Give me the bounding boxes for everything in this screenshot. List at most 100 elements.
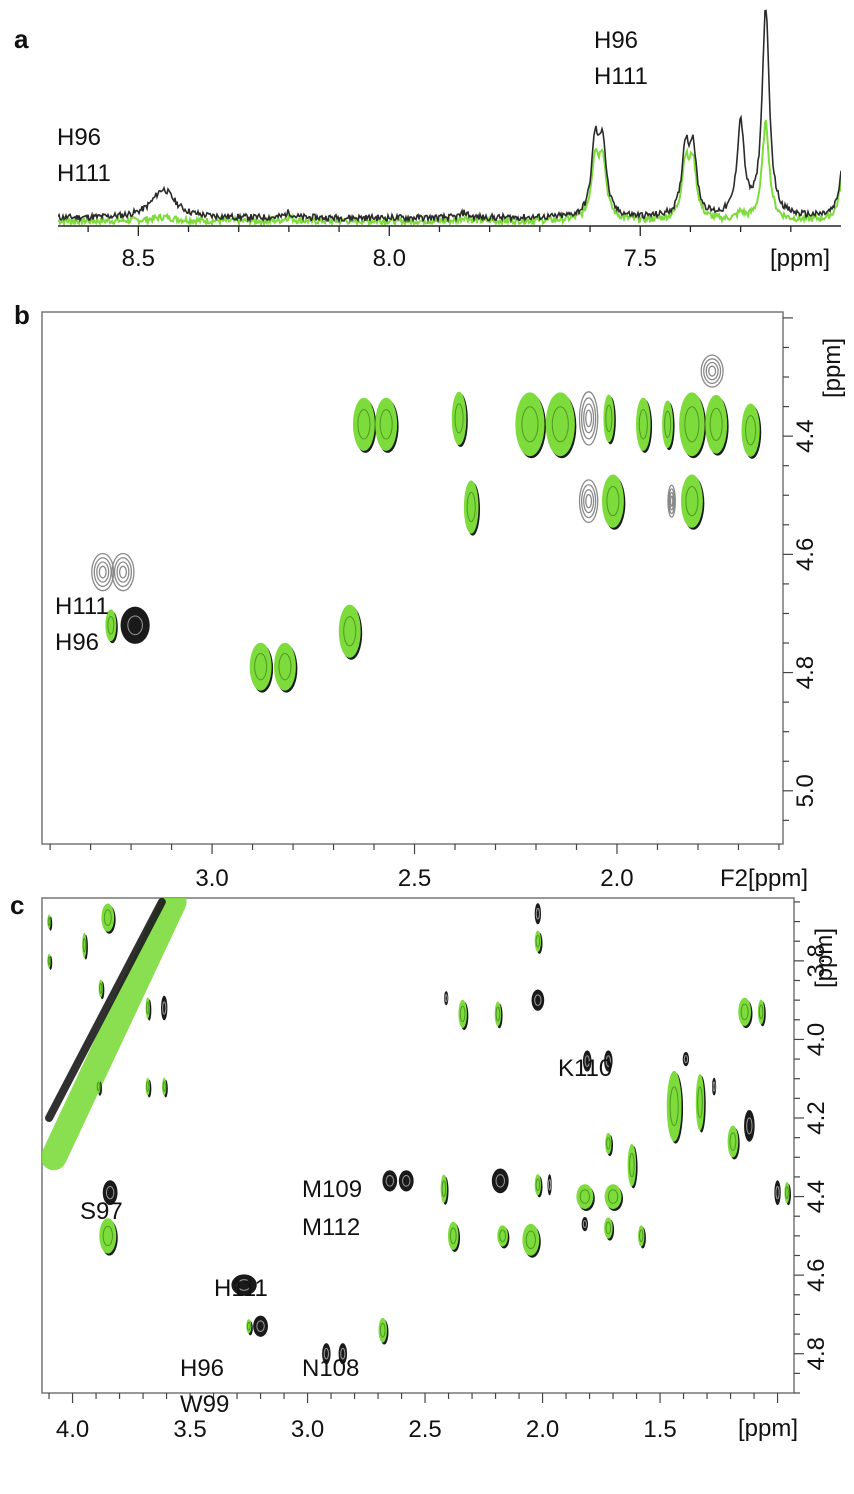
cross-peak-contour	[534, 994, 542, 1006]
x-tick-label: 7.5	[624, 245, 657, 272]
cross-peak	[578, 391, 599, 446]
cross-peak-contour	[684, 406, 700, 443]
diagonal-ridge	[45, 898, 166, 1122]
cross-peak-body	[604, 1217, 613, 1239]
cross-peak-contour	[582, 1220, 587, 1229]
cross-peak	[711, 1077, 717, 1096]
annotation-h111-left: H111	[57, 160, 111, 187]
cross-peak	[680, 474, 705, 530]
cross-peak	[352, 397, 377, 453]
cross-peak-contour	[357, 409, 371, 440]
cross-peak	[576, 1184, 595, 1211]
cross-peak-body	[458, 999, 467, 1029]
cross-peak-contour	[343, 616, 357, 647]
panel-c-x-ticks: 4.0 3.5 3.0 2.5 2.0 1.5	[48, 1393, 779, 1443]
cross-peak-body	[378, 1317, 387, 1343]
cross-peak-contour	[111, 552, 135, 592]
cross-peak-contour	[669, 1086, 679, 1127]
cross-peak-body	[757, 999, 765, 1025]
panel-b-x-axis-label: F2[ppm]	[720, 865, 808, 892]
cross-peak-contour	[639, 1229, 644, 1243]
cross-peak	[451, 391, 468, 447]
cross-peak	[666, 1070, 684, 1144]
cross-peak-body	[398, 1170, 414, 1192]
cross-peak-contour	[746, 1117, 753, 1135]
cross-peak	[682, 1052, 690, 1067]
cross-peak-contour	[583, 403, 595, 434]
x-tick-label: 8.0	[373, 245, 406, 272]
cross-peak	[246, 1319, 253, 1336]
cross-peak	[378, 1317, 389, 1345]
cross-peak	[458, 999, 469, 1031]
cross-peak-body	[531, 989, 545, 1011]
cross-peak-body	[105, 609, 117, 642]
annotation-c-w99: W99	[180, 1391, 229, 1418]
annotation-h96-left: H96	[57, 124, 101, 151]
panel-b-y-axis-label: [ppm]	[819, 338, 846, 398]
cross-peak-body	[605, 1132, 612, 1155]
cross-peak	[727, 1125, 740, 1160]
cross-peak	[604, 1217, 615, 1241]
cross-peak-body	[497, 1225, 508, 1247]
cross-peak	[99, 1218, 118, 1256]
cross-peak-body	[744, 1109, 755, 1142]
cross-peak	[582, 1050, 592, 1072]
cross-peak-body	[666, 1070, 682, 1142]
cross-peak	[531, 989, 545, 1011]
y-tick-label: 4.0	[803, 1023, 830, 1056]
cross-peak	[491, 1168, 509, 1194]
cross-peak-contour	[525, 1230, 536, 1250]
cross-peak	[705, 395, 729, 456]
cross-peak-contour	[584, 1055, 590, 1067]
panel-b-x-ticks: 3.0 2.5 2.0	[49, 844, 780, 892]
cross-peak-contour	[638, 409, 648, 440]
diagonal-ridge	[42, 898, 187, 1171]
cross-peak-body	[99, 1218, 117, 1254]
y-tick-label: 3.8	[803, 944, 830, 977]
cross-peak-contour	[606, 1137, 611, 1150]
cross-peak-contour	[578, 391, 599, 446]
cross-peak-contour	[254, 652, 268, 681]
cross-peak-body	[274, 642, 296, 691]
x-tick-label: 2.5	[398, 865, 431, 892]
cross-peak-body	[463, 480, 479, 534]
cross-peak	[47, 914, 53, 931]
cross-peak-body	[545, 392, 575, 457]
panel-a-x-axis-label: [ppm]	[770, 245, 830, 272]
cross-peak	[662, 400, 675, 451]
cross-peak-body	[522, 1223, 540, 1256]
cross-peak-contour	[107, 616, 115, 635]
cross-peak-contour	[402, 1175, 411, 1187]
cross-peak-contour	[629, 1152, 635, 1178]
cross-peak-contour	[580, 397, 597, 440]
cross-peak-contour	[535, 907, 540, 920]
cross-peak-contour	[705, 361, 719, 381]
cross-peak-contour	[712, 1081, 716, 1092]
cross-peak-body	[784, 1182, 790, 1204]
cross-peak-contour	[740, 1003, 749, 1021]
cross-peak-body	[602, 474, 624, 528]
cross-peak	[231, 1274, 257, 1296]
cross-peak-contour	[580, 484, 597, 519]
cross-peak-body	[102, 1180, 118, 1206]
cross-peak-contour	[745, 415, 757, 446]
panel-b-plot-area	[91, 354, 762, 693]
y-tick-label: 4.4	[803, 1180, 830, 1213]
panel-b-y-ticks: 4.4 4.6 4.8 5.0	[783, 317, 819, 821]
cross-peak	[96, 1079, 103, 1096]
panel-a: 8.5 8.0 7.5 [ppm] H96 H111 H96 H111	[57, 9, 841, 272]
cross-peak	[101, 903, 116, 934]
cross-peak	[638, 1225, 646, 1249]
annotation-h96-right: H96	[594, 27, 638, 54]
cross-peak-contour	[237, 1279, 251, 1291]
cross-peak-body	[322, 1343, 331, 1365]
cross-peak-body	[682, 1052, 690, 1067]
cross-peak-body	[534, 930, 542, 952]
cross-peak-contour	[146, 1001, 150, 1015]
cross-peak-contour	[47, 917, 51, 926]
cross-peak-body	[451, 391, 467, 445]
cross-peak-contour	[785, 1186, 789, 1199]
cross-peak-contour	[729, 1132, 737, 1151]
cross-peak-contour	[459, 1005, 466, 1023]
cross-peak	[111, 552, 135, 592]
